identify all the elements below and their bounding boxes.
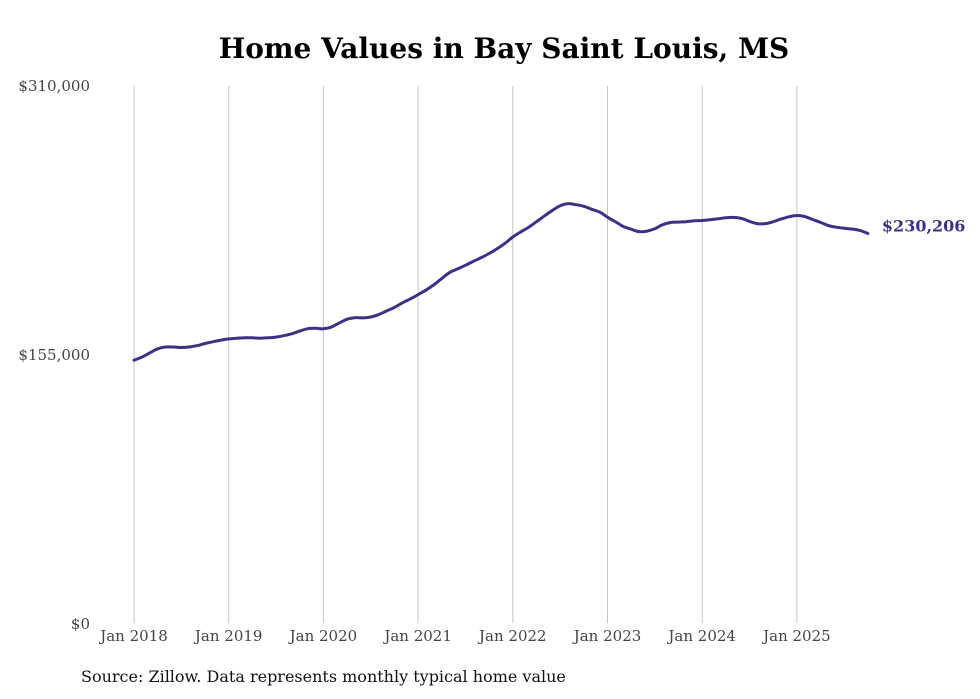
x-tick-label: Jan 2022 (477, 627, 547, 645)
x-tick-label: Jan 2024 (666, 627, 736, 645)
y-tick-label: $310,000 (18, 77, 90, 95)
series-line (132, 202, 870, 362)
x-tick-label: Jan 2018 (98, 627, 168, 645)
x-axis-ticks: Jan 2018 Jan 2019 Jan 2020 Jan 2021 Jan 2022… (98, 627, 830, 645)
series-group: $230,206 (132, 202, 966, 362)
chart-title: Home Values in Bay Saint Louis, MS (219, 32, 789, 65)
x-tick-label: Jan 2023 (572, 627, 642, 645)
gridlines (133, 86, 798, 623)
x-tick-label: Jan 2020 (288, 627, 358, 645)
x-tick-label: Jan 2025 (761, 627, 831, 645)
x-tick-label: Jan 2019 (193, 627, 263, 645)
source-note: Source: Zillow. Data represents monthly … (81, 667, 566, 686)
y-axis-ticks: $310,000 $155,000 $0 (18, 77, 90, 633)
y-tick-label: $0 (71, 615, 90, 633)
end-value-label: $230,206 (882, 217, 966, 236)
x-tick-label: Jan 2021 (382, 627, 452, 645)
y-tick-label: $155,000 (18, 346, 90, 364)
